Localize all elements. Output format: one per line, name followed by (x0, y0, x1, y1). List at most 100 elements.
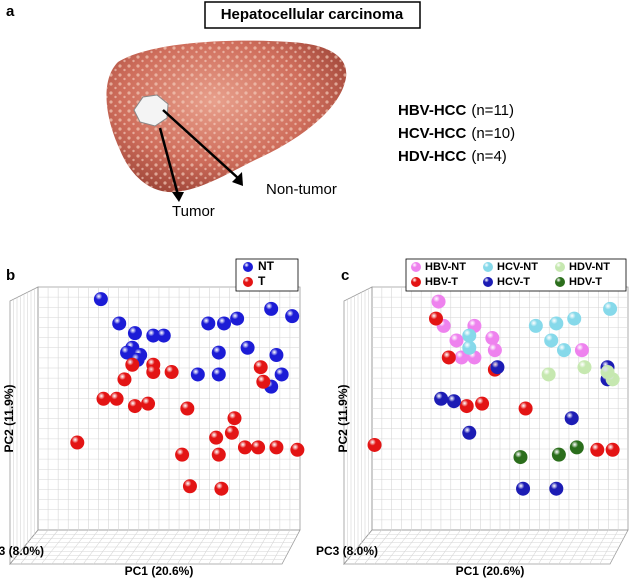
point (211, 367, 226, 382)
point (164, 365, 179, 380)
x-axis-label: PC1 (20.6%) (125, 564, 194, 578)
legend-label: HDV-T (569, 276, 602, 288)
point (211, 447, 226, 462)
point (214, 481, 229, 496)
legend-swatch (411, 277, 421, 287)
point (462, 340, 477, 355)
group-entry: HBV-HCC (n=11) (398, 102, 514, 119)
point (120, 345, 135, 360)
y-axis-label: PC2 (11.9%) (2, 384, 16, 452)
legend-swatch (483, 262, 493, 272)
group-n: (n=11) (471, 102, 514, 119)
point (146, 365, 161, 380)
point (567, 311, 582, 326)
point (180, 401, 195, 416)
legend-swatch (411, 262, 421, 272)
point (549, 316, 564, 331)
point (290, 442, 305, 457)
floor (9, 529, 301, 565)
point (446, 394, 461, 409)
point (240, 340, 255, 355)
group-entry: HDV-HCC (n=4) (398, 148, 507, 165)
point (190, 367, 205, 382)
point (490, 360, 505, 375)
title: Hepatocellular carcinoma (221, 6, 404, 23)
point (253, 360, 268, 375)
point (431, 294, 446, 309)
legend-label: HDV-NT (569, 261, 610, 273)
panel-label: a (6, 3, 15, 20)
point (518, 401, 533, 416)
point (569, 440, 584, 455)
point (544, 333, 559, 348)
point (564, 411, 579, 426)
point (201, 316, 216, 331)
point (454, 350, 469, 365)
point (367, 437, 382, 452)
group-name: HBV-HCC (398, 102, 467, 119)
point (70, 435, 85, 450)
legend-label: NT (258, 259, 275, 273)
panel-label: c (341, 267, 349, 284)
point (603, 301, 618, 316)
liver (106, 40, 347, 202)
point (237, 440, 252, 455)
point (146, 328, 161, 343)
legend-label: HCV-NT (497, 261, 538, 273)
plot (343, 286, 629, 566)
panel-label: b (6, 267, 15, 284)
plot (9, 286, 305, 566)
point (256, 374, 271, 389)
point (285, 309, 300, 324)
point (574, 343, 589, 358)
point (127, 326, 142, 341)
x-axis-label: PC1 (20.6%) (456, 564, 525, 578)
point (577, 360, 592, 375)
point (209, 430, 224, 445)
tumor-label: Tumor (172, 203, 215, 220)
point (462, 425, 477, 440)
point (109, 391, 124, 406)
floor (343, 529, 629, 565)
title-box (204, 1, 421, 29)
point (112, 316, 127, 331)
point (487, 343, 502, 358)
point (156, 328, 171, 343)
point (141, 396, 156, 411)
z-axis-label: PC3 (8.0%) (0, 544, 44, 558)
point (475, 396, 490, 411)
point (600, 365, 615, 380)
point (541, 367, 556, 382)
point (449, 333, 464, 348)
legend-swatch (555, 262, 565, 272)
point (605, 442, 620, 457)
legend-label: HBV-T (425, 276, 458, 288)
point (217, 316, 232, 331)
point (485, 331, 500, 346)
point (117, 372, 132, 387)
y-axis-label: PC2 (11.9%) (336, 384, 350, 452)
point (513, 450, 528, 465)
point (269, 348, 284, 363)
group-entry: HCV-HCC (n=10) (398, 125, 515, 142)
point (211, 345, 226, 360)
group-name: HCV-HCC (398, 125, 467, 142)
legend-label: T (258, 274, 266, 288)
point (274, 367, 289, 382)
point (462, 328, 477, 343)
point (516, 481, 531, 496)
point (434, 391, 449, 406)
legend-swatch (243, 277, 253, 287)
group-list: HBV-HCC (n=11) HCV-HCC (n=10) HDV-HCC (n=4) (398, 102, 515, 165)
legend-label: HCV-T (497, 276, 530, 288)
legend-box (405, 258, 627, 292)
legend-swatch (243, 262, 253, 272)
point (182, 479, 197, 494)
z-axis-label: PC3 (8.0%) (316, 544, 378, 558)
point (230, 311, 245, 326)
point (557, 343, 571, 358)
group-name: HDV-HCC (398, 148, 467, 165)
point (251, 440, 266, 455)
legend-swatch (483, 277, 493, 287)
